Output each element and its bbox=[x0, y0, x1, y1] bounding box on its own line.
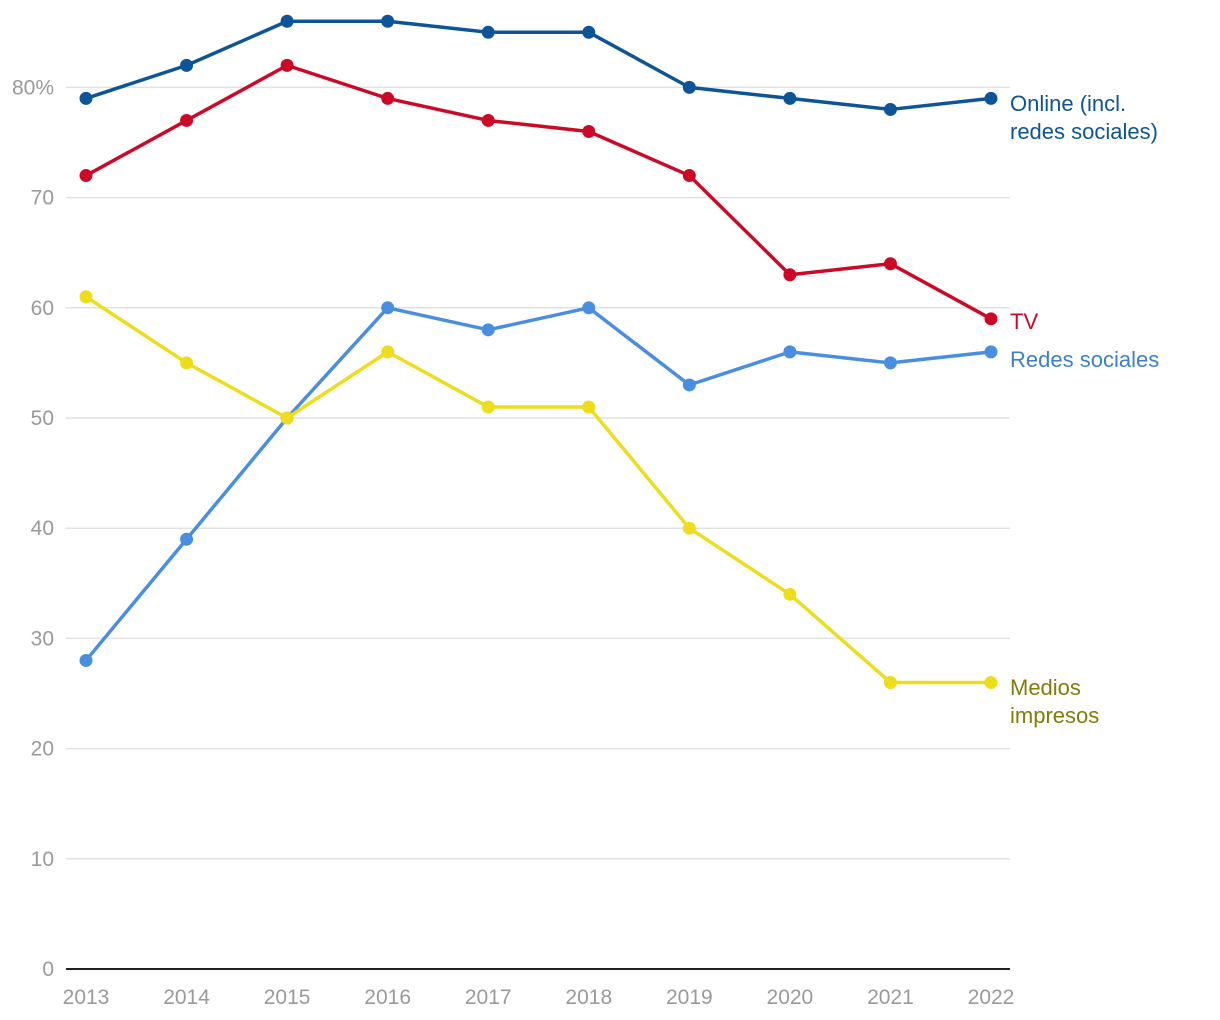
x-tick-label: 2018 bbox=[565, 986, 612, 1009]
data-point bbox=[180, 532, 194, 546]
y-tick-label: 70 bbox=[31, 187, 54, 210]
data-point bbox=[79, 169, 93, 183]
y-tick-label: 60 bbox=[31, 297, 54, 320]
data-point bbox=[682, 169, 696, 183]
data-point bbox=[280, 411, 294, 425]
data-point bbox=[381, 345, 395, 359]
data-point bbox=[883, 102, 897, 116]
data-point bbox=[481, 25, 495, 39]
data-point bbox=[381, 301, 395, 315]
series-2 bbox=[79, 301, 998, 667]
data-point bbox=[582, 301, 596, 315]
x-tick-label: 2020 bbox=[767, 986, 814, 1009]
y-tick-label: 80% bbox=[12, 76, 54, 99]
data-point bbox=[79, 290, 93, 304]
series-label: impresos bbox=[1010, 703, 1099, 728]
series-label: TV bbox=[1010, 309, 1038, 334]
data-point bbox=[883, 675, 897, 689]
data-point bbox=[682, 378, 696, 392]
x-tick-label: 2013 bbox=[63, 986, 110, 1009]
x-tick-label: 2016 bbox=[364, 986, 411, 1009]
data-point bbox=[481, 113, 495, 127]
data-point bbox=[783, 345, 797, 359]
data-point bbox=[79, 91, 93, 105]
series-line bbox=[84, 63, 993, 321]
data-point bbox=[481, 400, 495, 414]
data-point bbox=[984, 312, 998, 326]
series-0 bbox=[79, 14, 998, 116]
x-tick-label: 2019 bbox=[666, 986, 713, 1009]
y-tick-label: 20 bbox=[31, 738, 54, 761]
y-tick-label: 30 bbox=[31, 627, 54, 650]
series-line bbox=[84, 306, 993, 663]
data-point bbox=[783, 587, 797, 601]
data-point bbox=[783, 91, 797, 105]
series-label: redes sociales) bbox=[1010, 119, 1158, 144]
data-point bbox=[381, 91, 395, 105]
data-point bbox=[883, 257, 897, 271]
data-point bbox=[280, 58, 294, 72]
x-tick-label: 2017 bbox=[465, 986, 512, 1009]
series-label: Online (incl. bbox=[1010, 91, 1126, 116]
data-point bbox=[682, 80, 696, 94]
x-tick-label: 2014 bbox=[163, 986, 210, 1009]
data-point bbox=[984, 345, 998, 359]
y-tick-label: 40 bbox=[31, 517, 54, 540]
data-point bbox=[280, 14, 294, 28]
data-point bbox=[582, 400, 596, 414]
data-point bbox=[984, 91, 998, 105]
data-point bbox=[381, 14, 395, 28]
data-point bbox=[582, 25, 596, 39]
series bbox=[79, 14, 998, 689]
series-labels: Online (incl. redes sociales) TV Redes soci… bbox=[1010, 91, 1159, 728]
series-3 bbox=[79, 290, 998, 689]
data-point bbox=[180, 58, 194, 72]
data-point bbox=[180, 113, 194, 127]
data-point bbox=[883, 356, 897, 370]
data-point bbox=[984, 675, 998, 689]
series-line bbox=[84, 295, 993, 685]
x-tick-label: 2022 bbox=[968, 986, 1015, 1009]
data-point bbox=[783, 268, 797, 282]
x-tick-label: 2015 bbox=[264, 986, 311, 1009]
gridlines bbox=[66, 86, 1010, 860]
y-tick-label: 50 bbox=[31, 407, 54, 430]
data-point bbox=[180, 356, 194, 370]
series-label: Medios bbox=[1010, 675, 1081, 700]
y-tick-label: 0 bbox=[42, 958, 54, 981]
series-line bbox=[84, 19, 993, 112]
data-point bbox=[582, 124, 596, 138]
y-tick-label: 10 bbox=[31, 848, 54, 871]
data-point bbox=[682, 521, 696, 535]
x-tick-label: 2021 bbox=[867, 986, 914, 1009]
series-1 bbox=[79, 58, 998, 326]
data-point bbox=[79, 653, 93, 667]
series-label: Redes sociales bbox=[1010, 347, 1159, 372]
axes: 0 10 20 30 40 50 60 70 80% 2013 2014 2015 2016 2017 20… bbox=[12, 76, 1014, 1009]
data-point bbox=[481, 323, 495, 337]
